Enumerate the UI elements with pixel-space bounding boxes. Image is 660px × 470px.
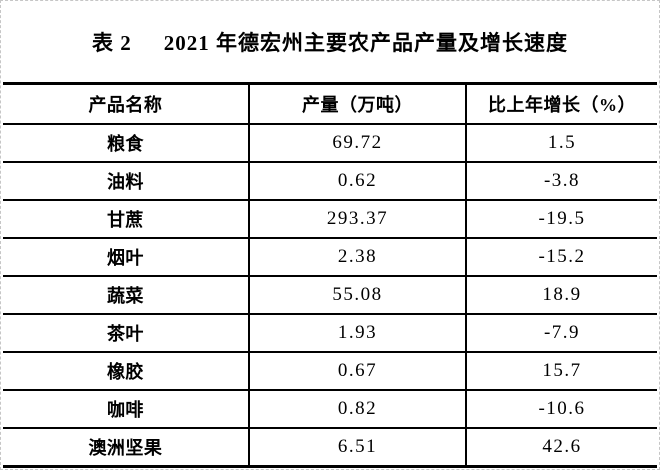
table-row: 澳洲坚果 6.51 42.6: [3, 427, 657, 468]
table-row: 茶叶 1.93 -7.9: [3, 313, 657, 352]
table-row: 粮食 69.72 1.5: [3, 123, 657, 162]
output-cell: 0.67: [247, 351, 467, 390]
output-cell: 0.62: [247, 161, 467, 200]
table-title: 表 2 2021 年德宏州主要农产品产量及增长速度: [1, 1, 659, 82]
product-name-cell: 粮食: [3, 123, 249, 162]
table-body: 粮食 69.72 1.5 油料 0.62 -3.8 甘蔗 293.37 -19.5 烟叶 2.38-…: [3, 123, 657, 468]
product-name-cell: 甘蔗: [3, 199, 249, 238]
output-cell: 293.37: [247, 199, 467, 238]
growth-cell: -3.8: [465, 161, 657, 200]
table-row: 咖啡 0.82 -10.6: [3, 389, 657, 428]
product-name-cell: 咖啡: [3, 389, 249, 428]
output-cell: 1.93: [247, 313, 467, 352]
output-cell: 6.51: [247, 427, 467, 468]
product-name-cell: 蔬菜: [3, 275, 249, 314]
product-name-cell: 烟叶: [3, 237, 249, 276]
growth-cell: 18.9: [465, 275, 657, 314]
product-name-cell: 油料: [3, 161, 249, 200]
output-cell: 69.72: [247, 123, 467, 162]
table-row: 油料 0.62 -3.8: [3, 161, 657, 200]
col-header-product-name: 产品名称: [3, 82, 249, 124]
growth-cell: -15.2: [465, 237, 657, 276]
growth-cell: -19.5: [465, 199, 657, 238]
growth-cell: 1.5: [465, 123, 657, 162]
table-title-text: 2021 年德宏州主要农产品产量及增长速度: [163, 30, 568, 55]
output-cell: 0.82: [247, 389, 467, 428]
table-row: 甘蔗 293.37 -19.5: [3, 199, 657, 238]
growth-cell: -10.6: [465, 389, 657, 428]
table-title-number: 表 2: [92, 30, 132, 55]
product-name-cell: 橡胶: [3, 351, 249, 390]
table-row: 烟叶 2.38 -15.2: [3, 237, 657, 276]
growth-cell: 42.6: [465, 427, 657, 468]
growth-cell: -7.9: [465, 313, 657, 352]
header-row: 产品名称 产量（万吨） 比上年增长（%）: [3, 82, 657, 124]
col-header-growth: 比上年增长（%）: [465, 82, 657, 124]
output-cell: 2.38: [247, 237, 467, 276]
table-row: 蔬菜 55.08 18.9: [3, 275, 657, 314]
product-name-cell: 茶叶: [3, 313, 249, 352]
table-row: 橡胶 0.67 15.7: [3, 351, 657, 390]
growth-cell: 15.7: [465, 351, 657, 390]
col-header-output: 产量（万吨）: [247, 82, 467, 124]
output-cell: 55.08: [247, 275, 467, 314]
agricultural-output-table: 产品名称 产量（万吨） 比上年增长（%） 粮食 69.72 1.5 油料 0.62 -3.…: [3, 82, 657, 468]
product-name-cell: 澳洲坚果: [3, 427, 249, 468]
